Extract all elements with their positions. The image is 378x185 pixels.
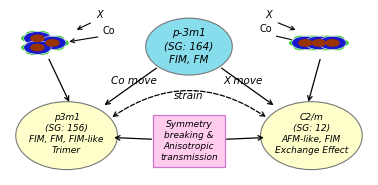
Circle shape <box>31 44 44 51</box>
Circle shape <box>34 31 50 38</box>
Circle shape <box>40 35 56 43</box>
Circle shape <box>25 47 41 55</box>
Circle shape <box>293 43 309 51</box>
Circle shape <box>34 40 50 48</box>
Text: X move: X move <box>224 75 263 86</box>
Ellipse shape <box>146 18 232 75</box>
Circle shape <box>326 40 339 46</box>
Circle shape <box>329 43 345 51</box>
Text: X: X <box>97 10 103 20</box>
Circle shape <box>329 35 345 43</box>
Circle shape <box>302 39 318 47</box>
Ellipse shape <box>260 102 362 170</box>
Text: p-3m1
(SG: 164)
FIM, FM: p-3m1 (SG: 164) FIM, FM <box>164 28 214 65</box>
Text: strain: strain <box>174 91 204 101</box>
Circle shape <box>320 43 336 51</box>
Circle shape <box>319 36 346 50</box>
Text: Co move: Co move <box>112 75 157 86</box>
Circle shape <box>305 36 333 50</box>
Circle shape <box>53 39 69 47</box>
Text: C2/m
(SG: 12)
AFM-like, FIM
Exchange Effect: C2/m (SG: 12) AFM-like, FIM Exchange Eff… <box>275 113 348 155</box>
Circle shape <box>315 43 331 51</box>
Circle shape <box>39 36 66 50</box>
Circle shape <box>38 44 54 51</box>
Circle shape <box>21 44 37 51</box>
Circle shape <box>306 39 322 47</box>
Circle shape <box>34 38 50 46</box>
Circle shape <box>302 43 318 51</box>
Circle shape <box>307 35 322 43</box>
Ellipse shape <box>16 102 118 170</box>
Circle shape <box>313 40 325 46</box>
Circle shape <box>289 39 305 47</box>
Text: X: X <box>265 10 272 20</box>
Circle shape <box>21 34 37 42</box>
FancyArrowPatch shape <box>49 59 69 101</box>
Circle shape <box>31 35 44 41</box>
Circle shape <box>293 35 309 43</box>
FancyArrowPatch shape <box>113 91 265 116</box>
Circle shape <box>292 36 319 50</box>
Circle shape <box>40 43 56 51</box>
Text: p3m1
(SG: 156)
FIM, FM, FIM-like
Trimer: p3m1 (SG: 156) FIM, FM, FIM-like Trimer <box>29 113 104 155</box>
Circle shape <box>25 40 41 48</box>
Circle shape <box>320 35 336 43</box>
Text: Co: Co <box>102 26 115 36</box>
FancyArrowPatch shape <box>308 59 320 100</box>
Text: Co: Co <box>259 24 272 34</box>
FancyArrowPatch shape <box>116 136 152 140</box>
FancyArrowPatch shape <box>105 68 156 104</box>
Circle shape <box>46 40 59 46</box>
FancyBboxPatch shape <box>153 115 225 167</box>
Circle shape <box>24 32 51 45</box>
Circle shape <box>320 39 336 47</box>
Circle shape <box>49 35 65 43</box>
Circle shape <box>25 31 41 38</box>
Circle shape <box>38 34 54 42</box>
Circle shape <box>24 41 51 54</box>
Text: Symmetry
breaking &
Anisotropic
transmission: Symmetry breaking & Anisotropic transmis… <box>160 120 218 162</box>
Circle shape <box>25 38 41 46</box>
Circle shape <box>315 35 331 43</box>
FancyArrowPatch shape <box>222 68 273 104</box>
FancyArrowPatch shape <box>226 136 262 140</box>
Circle shape <box>316 39 332 47</box>
Circle shape <box>49 43 65 51</box>
Circle shape <box>34 47 50 55</box>
Circle shape <box>299 40 312 46</box>
Circle shape <box>36 39 52 47</box>
Circle shape <box>333 39 349 47</box>
Circle shape <box>302 35 318 43</box>
Circle shape <box>307 43 322 51</box>
